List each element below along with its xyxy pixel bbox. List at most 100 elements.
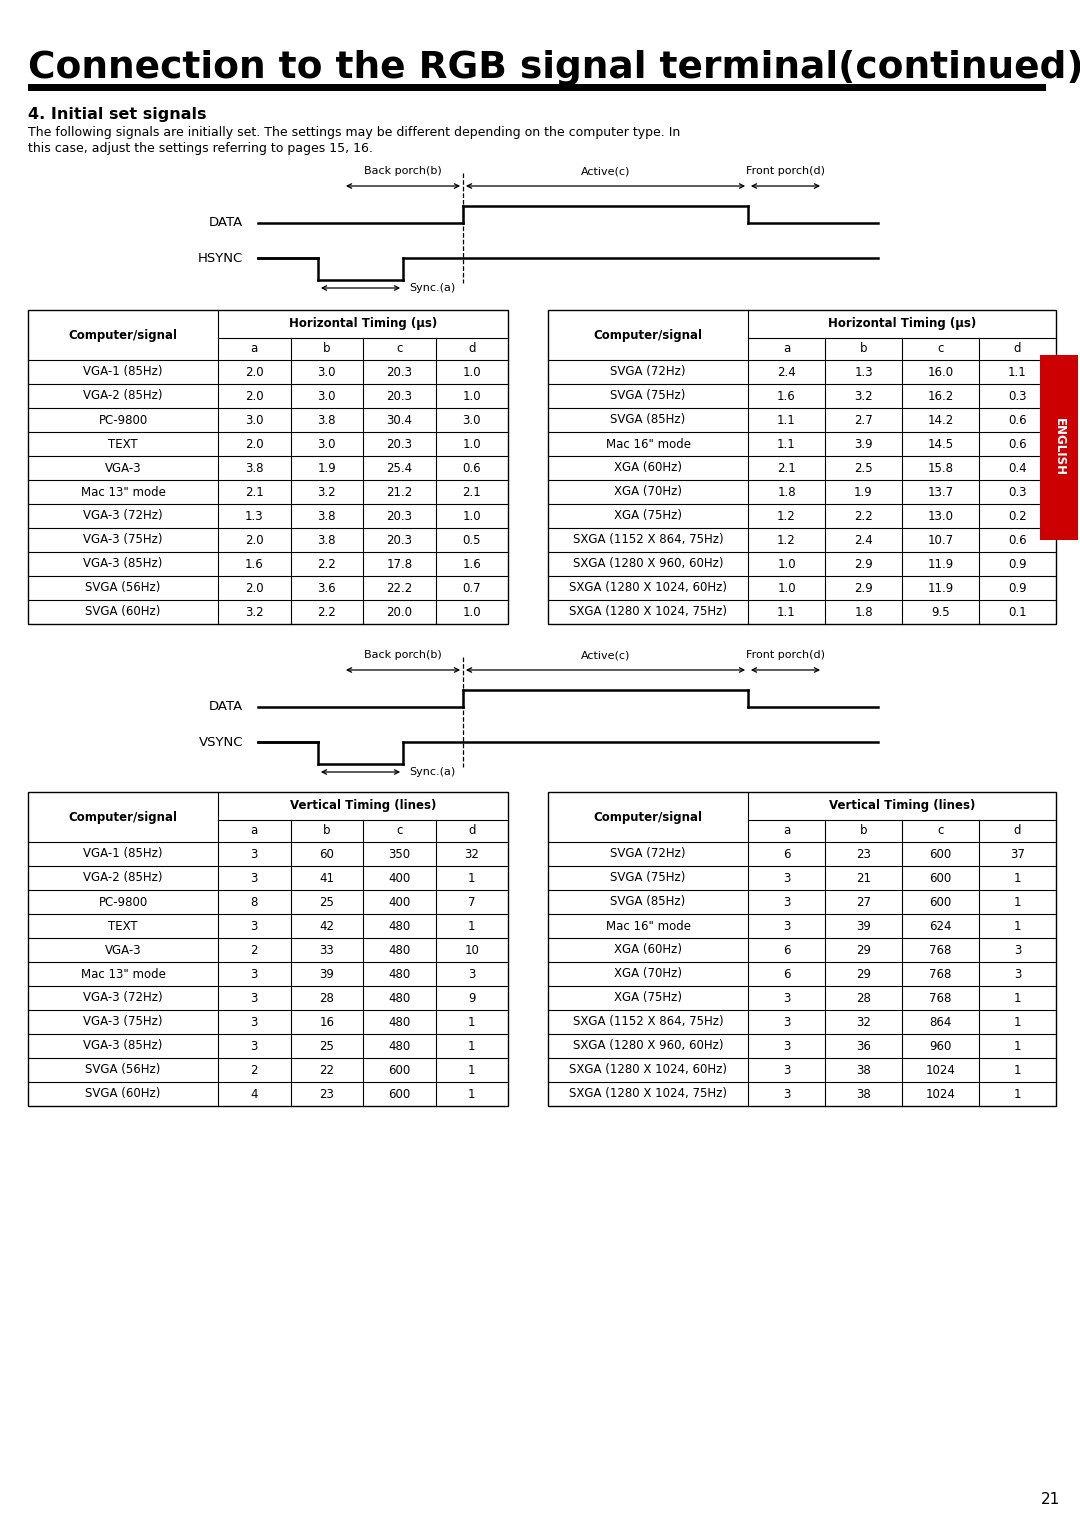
Text: 6: 6 xyxy=(783,967,791,981)
Text: 2.0: 2.0 xyxy=(245,533,264,547)
Text: Mac 16" mode: Mac 16" mode xyxy=(606,437,690,451)
Text: 0.9: 0.9 xyxy=(1009,582,1027,594)
Text: 4: 4 xyxy=(251,1088,258,1100)
Text: 20.3: 20.3 xyxy=(387,437,413,451)
Text: 1.6: 1.6 xyxy=(778,390,796,402)
Text: 1: 1 xyxy=(1014,992,1022,1004)
Text: 16: 16 xyxy=(320,1016,334,1028)
Text: Sync.(a): Sync.(a) xyxy=(409,283,456,293)
Text: PC-9800: PC-9800 xyxy=(98,414,148,426)
Text: 3.9: 3.9 xyxy=(854,437,873,451)
Text: 23: 23 xyxy=(856,848,870,860)
Text: 1.6: 1.6 xyxy=(245,558,264,570)
Text: XGA (60Hz): XGA (60Hz) xyxy=(615,461,681,475)
Text: 16.2: 16.2 xyxy=(928,390,954,402)
Text: 15.8: 15.8 xyxy=(928,461,954,475)
Text: 600: 600 xyxy=(930,871,951,885)
Text: HSYNC: HSYNC xyxy=(198,252,243,264)
Text: 11.9: 11.9 xyxy=(928,558,954,570)
Text: 21: 21 xyxy=(1040,1493,1059,1508)
Text: 480: 480 xyxy=(388,943,410,957)
Text: XGA (70Hz): XGA (70Hz) xyxy=(615,486,681,498)
Text: SXGA (1280 X 1024, 60Hz): SXGA (1280 X 1024, 60Hz) xyxy=(569,582,727,594)
Text: 1: 1 xyxy=(468,1016,475,1028)
Text: 3.8: 3.8 xyxy=(318,414,336,426)
Text: 2.2: 2.2 xyxy=(854,509,873,523)
Bar xyxy=(548,310,1056,623)
Text: 0.6: 0.6 xyxy=(1009,414,1027,426)
Text: 600: 600 xyxy=(388,1088,410,1100)
Text: 1.3: 1.3 xyxy=(854,365,873,379)
Text: VGA-1 (85Hz): VGA-1 (85Hz) xyxy=(83,848,163,860)
Text: 41: 41 xyxy=(320,871,334,885)
Text: 1: 1 xyxy=(1014,1039,1022,1053)
Text: 3: 3 xyxy=(783,992,791,1004)
Text: 1.1: 1.1 xyxy=(778,605,796,619)
Text: ENGLISH: ENGLISH xyxy=(1053,419,1066,477)
Text: SVGA (72Hz): SVGA (72Hz) xyxy=(610,365,686,379)
Bar xyxy=(28,792,508,1106)
Text: 480: 480 xyxy=(388,920,410,932)
Text: SXGA (1280 X 1024, 75Hz): SXGA (1280 X 1024, 75Hz) xyxy=(569,605,727,619)
Text: 1.0: 1.0 xyxy=(462,509,481,523)
Text: VGA-3 (85Hz): VGA-3 (85Hz) xyxy=(83,1039,163,1053)
Text: The following signals are initially set. The settings may be different depending: The following signals are initially set.… xyxy=(28,125,680,139)
Text: 6: 6 xyxy=(783,943,791,957)
Text: 29: 29 xyxy=(856,943,870,957)
Text: Vertical Timing (lines): Vertical Timing (lines) xyxy=(828,799,975,813)
Text: 27: 27 xyxy=(856,895,870,909)
Text: 0.4: 0.4 xyxy=(1009,461,1027,475)
Text: SXGA (1280 X 960, 60Hz): SXGA (1280 X 960, 60Hz) xyxy=(572,558,724,570)
Text: 20.3: 20.3 xyxy=(387,533,413,547)
Text: 1.8: 1.8 xyxy=(854,605,873,619)
Text: 2.4: 2.4 xyxy=(778,365,796,379)
Text: 0.6: 0.6 xyxy=(1009,533,1027,547)
Bar xyxy=(28,310,508,623)
Bar xyxy=(28,84,1047,92)
Text: SVGA (85Hz): SVGA (85Hz) xyxy=(610,414,686,426)
Text: XGA (75Hz): XGA (75Hz) xyxy=(615,509,681,523)
Text: 1.0: 1.0 xyxy=(778,582,796,594)
Text: XGA (70Hz): XGA (70Hz) xyxy=(615,967,681,981)
Text: 1: 1 xyxy=(468,1039,475,1053)
Text: 600: 600 xyxy=(930,895,951,909)
Bar xyxy=(1040,354,1078,539)
Text: VGA-3: VGA-3 xyxy=(105,943,141,957)
Text: 7: 7 xyxy=(468,895,475,909)
Text: SXGA (1152 X 864, 75Hz): SXGA (1152 X 864, 75Hz) xyxy=(572,533,724,547)
Text: 3: 3 xyxy=(251,967,258,981)
Text: 1.0: 1.0 xyxy=(778,558,796,570)
Text: 1024: 1024 xyxy=(926,1063,956,1077)
Text: 20.3: 20.3 xyxy=(387,390,413,402)
Text: 624: 624 xyxy=(929,920,951,932)
Text: Vertical Timing (lines): Vertical Timing (lines) xyxy=(289,799,436,813)
Text: 2.0: 2.0 xyxy=(245,365,264,379)
Text: TEXT: TEXT xyxy=(108,920,138,932)
Text: 14.5: 14.5 xyxy=(928,437,954,451)
Text: 25: 25 xyxy=(320,895,334,909)
Text: 768: 768 xyxy=(929,943,951,957)
Text: 1024: 1024 xyxy=(926,1088,956,1100)
Text: a: a xyxy=(251,342,258,356)
Text: 2.1: 2.1 xyxy=(462,486,481,498)
Text: 1.2: 1.2 xyxy=(778,533,796,547)
Text: VGA-1 (85Hz): VGA-1 (85Hz) xyxy=(83,365,163,379)
Text: 1: 1 xyxy=(468,920,475,932)
Text: 0.6: 0.6 xyxy=(462,461,481,475)
Text: SVGA (85Hz): SVGA (85Hz) xyxy=(610,895,686,909)
Text: 3.2: 3.2 xyxy=(318,486,336,498)
Text: 3: 3 xyxy=(251,1016,258,1028)
Text: 3.0: 3.0 xyxy=(245,414,264,426)
Text: 14.2: 14.2 xyxy=(928,414,954,426)
Text: SXGA (1152 X 864, 75Hz): SXGA (1152 X 864, 75Hz) xyxy=(572,1016,724,1028)
Text: 3.0: 3.0 xyxy=(462,414,481,426)
Text: 30.4: 30.4 xyxy=(387,414,413,426)
Text: TEXT: TEXT xyxy=(108,437,138,451)
Text: PC-9800: PC-9800 xyxy=(98,895,148,909)
Text: Active(c): Active(c) xyxy=(581,649,631,660)
Text: 20.3: 20.3 xyxy=(387,365,413,379)
Text: 0.5: 0.5 xyxy=(462,533,481,547)
Text: 1.1: 1.1 xyxy=(778,414,796,426)
Text: 3: 3 xyxy=(783,1088,791,1100)
Text: 3: 3 xyxy=(783,895,791,909)
